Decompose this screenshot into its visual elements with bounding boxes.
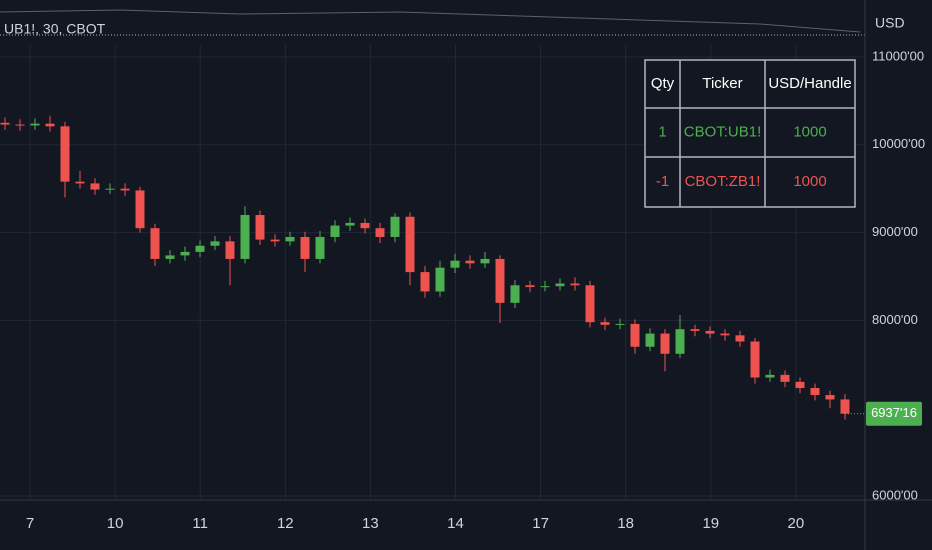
candle-body (300, 236, 310, 259)
candle-body (630, 323, 640, 347)
candle-body (660, 333, 670, 354)
candle-body (315, 236, 325, 259)
x-tick-label: 18 (617, 515, 634, 532)
candle-body (720, 333, 730, 336)
candle-body (375, 228, 385, 237)
currency-label: USD (875, 15, 905, 31)
candle-body (510, 285, 520, 303)
candle-body (270, 239, 280, 242)
candle-body (795, 381, 805, 389)
table-header: USD/Handle (768, 75, 851, 92)
candle-body (45, 123, 55, 127)
x-tick-label: 17 (532, 515, 549, 532)
x-tick-label: 13 (362, 515, 379, 532)
candle-body (540, 286, 550, 288)
candle-body (90, 183, 100, 190)
y-tick-label: 8000'00 (872, 312, 918, 327)
y-tick-label: 9000'00 (872, 224, 918, 239)
candle-body (210, 241, 220, 246)
table-header: Ticker (702, 75, 742, 92)
table-cell: 1 (658, 123, 666, 140)
legend-table: Qty Ticker USD/Handle 1 CBOT:UB1! 1000 -1 CBOT:… (644, 59, 856, 208)
candle-body (120, 188, 130, 191)
candle-body (600, 322, 610, 325)
candle-body (390, 216, 400, 237)
candle-body (60, 126, 70, 182)
candle-body (30, 123, 40, 126)
candle-body (780, 374, 790, 382)
table-header: Qty (651, 75, 675, 92)
candle-body (75, 181, 85, 184)
candle-body (330, 225, 340, 237)
x-tick-label: 19 (702, 515, 719, 532)
x-tick-label: 11 (192, 515, 208, 532)
candle-body (465, 260, 475, 264)
candle-body (165, 255, 175, 259)
candle-body (180, 251, 190, 256)
candle-body (420, 272, 430, 292)
x-tick-label: 14 (447, 515, 464, 532)
x-tick-label: 12 (277, 515, 294, 532)
candle-body (495, 258, 505, 303)
candle-body (255, 215, 265, 240)
symbol-label: UB1!, 30, CBOT (4, 21, 106, 37)
candle-body (0, 122, 10, 125)
candle-body (480, 258, 490, 264)
table-cell: 1000 (793, 173, 826, 190)
candle-body (645, 333, 655, 347)
candle-body (570, 283, 580, 286)
candle-body (15, 124, 25, 126)
plot (0, 45, 865, 500)
candle-body (150, 228, 160, 259)
x-tick-label: 20 (788, 515, 805, 532)
candle-body (555, 283, 565, 287)
table-cells: Qty Ticker USD/Handle 1 CBOT:UB1! 1000 -1 CBOT:… (651, 75, 852, 190)
candle-body (705, 330, 715, 334)
table-cell: CBOT:ZB1! (685, 173, 761, 190)
table-cell: CBOT:UB1! (684, 123, 762, 140)
x-tick-label: 10 (107, 515, 124, 532)
candle-body (810, 388, 820, 396)
candle-body (405, 216, 415, 273)
table-cell: 1000 (793, 123, 826, 140)
candle-body (450, 260, 460, 268)
candle-body (135, 190, 145, 229)
y-tick-label: 6000'00 (872, 487, 918, 502)
candle-body (585, 285, 595, 323)
candle-body (615, 323, 625, 325)
candle-body (840, 399, 850, 414)
last-price-label: 6937'16 (871, 405, 917, 420)
candle-body (285, 236, 295, 242)
candle-body (360, 222, 370, 229)
candle-body (345, 222, 355, 226)
last-price-badge (866, 401, 922, 426)
candle-body (435, 267, 445, 292)
overview-strip (0, 9, 861, 33)
y-tick-label: 11000'00 (872, 48, 924, 63)
candle-body (195, 245, 205, 252)
candle-body (105, 188, 115, 190)
x-tick-label: 7 (26, 515, 34, 532)
candle-body (690, 329, 700, 331)
table-cell: -1 (656, 173, 669, 190)
candle-body (750, 341, 760, 378)
candle-body (240, 215, 250, 259)
candle-body (735, 335, 745, 342)
candle-body (675, 329, 685, 354)
y-tick-label: 10000'00 (872, 136, 925, 151)
candle-body (225, 241, 235, 259)
candle-body (765, 374, 775, 378)
candle-body (525, 285, 535, 288)
candle-body (825, 395, 835, 400)
